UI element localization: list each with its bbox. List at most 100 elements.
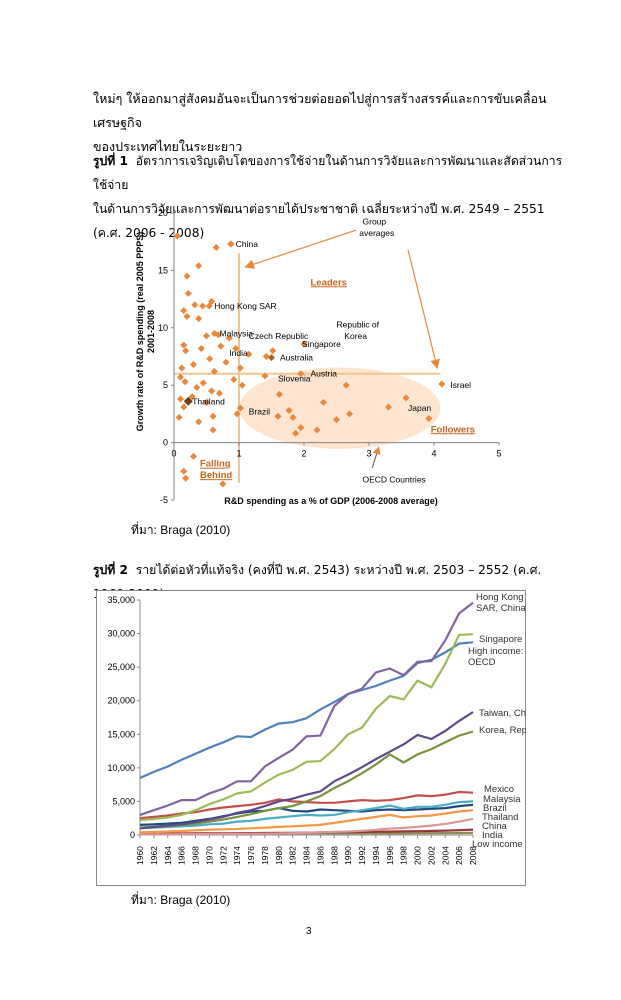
series-line	[139, 711, 474, 830]
scatter-point	[289, 413, 297, 421]
scatter-point	[193, 383, 201, 391]
group-averages-label: Group	[363, 216, 387, 226]
scatter-point	[203, 332, 210, 340]
x-axis-label: R&D spending as a % of GDP (2006-2008 av…	[224, 496, 437, 506]
scatter-point	[199, 379, 207, 387]
scatter-point	[206, 355, 214, 363]
scatter-point	[191, 301, 199, 309]
series-label: Korea, Rep.	[479, 725, 526, 736]
x-tick-label: 0	[171, 449, 176, 459]
y-tick-label: 15	[158, 265, 168, 275]
country-label: Malaysia	[220, 329, 254, 339]
x-tick-label: 2008	[468, 846, 478, 865]
scatter-point	[219, 480, 227, 488]
scatter-point	[300, 340, 308, 348]
y-tick-label: 10,000	[107, 763, 135, 773]
x-tick-label: 1988	[329, 846, 339, 865]
scatter-point	[438, 380, 446, 388]
y-tick-label: 20	[158, 208, 168, 218]
scatter-point	[346, 410, 353, 418]
country-label: China	[236, 239, 258, 249]
label-marker	[211, 330, 218, 338]
scatter-point	[181, 378, 189, 386]
y-tick-label: 0	[163, 438, 168, 448]
leaders-label: Leaders	[311, 277, 347, 288]
x-tick-label: 1960	[135, 846, 145, 865]
oecd-ellipse	[239, 367, 441, 449]
x-tick-label: 1994	[371, 846, 381, 865]
series-line	[139, 803, 474, 826]
arrow-to-average	[407, 249, 440, 370]
x-tick-label: 1982	[288, 846, 298, 865]
scatter-point	[232, 344, 240, 352]
scatter-point	[236, 364, 244, 372]
country-label: Singapore	[302, 339, 341, 349]
paragraph-line: ของประเทศไทยในระยะยาว	[93, 139, 243, 154]
scatter-points	[173, 232, 446, 488]
x-tick-label: 2006	[454, 846, 464, 865]
series-line	[139, 601, 474, 816]
series-label: Singapore	[479, 634, 522, 645]
scatter-point	[216, 389, 223, 397]
series-label: Taiwan, China	[479, 708, 526, 719]
figure1-caption-line: รูปที่ 1 อัตราการเจริญเติบโตของการใช้จ่า…	[93, 149, 563, 197]
x-tick-label: 2000	[413, 846, 423, 865]
label-marker	[205, 302, 213, 310]
x-tick-label: 1996	[385, 846, 395, 865]
scatter-point	[175, 413, 183, 421]
scatter-point	[184, 289, 192, 297]
series-label: Thailand	[482, 812, 518, 823]
group-averages-label: averages	[359, 228, 394, 238]
scatter-point	[385, 403, 392, 411]
body-paragraph: ใหม่ๆ ให้ออกมาสู่สังคมอันจะเป็นการช่วยต่…	[93, 87, 563, 159]
figure2-caption-label: รูปที่ 2	[93, 563, 129, 577]
country-label: Republic of	[337, 319, 380, 329]
scatter-point	[402, 394, 410, 402]
scatter-point	[195, 262, 203, 270]
series-label: India	[482, 830, 503, 841]
series-label: Low income	[472, 839, 523, 850]
x-tick-label: 1990	[343, 846, 353, 865]
figure1-caption-label: รูปที่ 1	[93, 154, 129, 168]
country-label: Hong Kong SAR	[214, 301, 276, 311]
y-tick-label: 30,000	[107, 629, 135, 639]
group-average-lines	[174, 253, 441, 483]
x-tick-label: 1962	[149, 846, 159, 865]
scatter-point	[180, 403, 188, 411]
scatter-point	[182, 347, 190, 355]
figure1-caption-text: อัตราการเจริญเติบโตของการใช้จ่ายในด้านกา…	[93, 154, 563, 192]
figure1-scatter-chart: -5 0 5 10 15 20 0 1 2 3 4 5 R&D spending as a % of G…	[135, 208, 502, 506]
y-tick-label: 35,000	[107, 595, 135, 605]
country-label: Brazil	[249, 407, 270, 417]
scatter-point	[197, 344, 205, 352]
x-tick-label: 1	[236, 449, 241, 459]
series-line	[140, 817, 474, 836]
country-label: OECD Countries	[363, 474, 426, 484]
scatter-point	[262, 353, 270, 360]
country-label: Austria	[311, 369, 338, 379]
country-label: India	[229, 348, 248, 358]
y-axis-label: Growth rate of R&D spending (real 2005 P…	[135, 232, 156, 432]
y-tick-label: -5	[160, 495, 168, 505]
arrow-to-oecd	[371, 446, 381, 469]
x-tick-label: 4	[431, 449, 436, 459]
scatter-point	[236, 404, 244, 412]
y-tick-label: 5,000	[112, 796, 135, 806]
scatter-point	[269, 347, 277, 355]
scatter-point	[238, 381, 246, 389]
figure2-line-chart: 0 5,000 10,000 15,000 20,000 25,000 30,000 35,0…	[96, 590, 526, 886]
scatter-point	[178, 364, 186, 372]
arrow-to-average	[244, 229, 357, 269]
x-tick-label: 5	[496, 449, 501, 459]
country-label: Thailand	[192, 396, 225, 406]
series-line	[139, 800, 474, 830]
scatter-point	[245, 350, 253, 358]
scatter-point	[209, 426, 217, 434]
scatter-point	[180, 341, 188, 349]
scatter-point	[195, 315, 203, 323]
series-line	[139, 633, 474, 822]
series-label: High income:	[468, 646, 523, 657]
scatter-point	[222, 358, 230, 366]
scatter-point	[297, 370, 305, 378]
